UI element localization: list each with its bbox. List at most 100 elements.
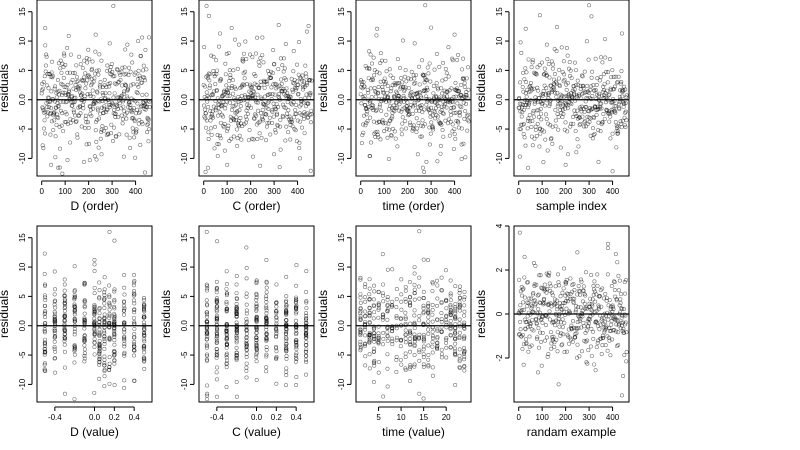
data-point [284,356,289,361]
plot-frame [355,0,472,177]
data-point [443,77,448,82]
x-tick-label: 300 [105,187,119,196]
data-point [426,71,431,76]
data-point [205,310,210,315]
data-point [272,62,277,67]
x-tick-label: 300 [582,413,596,422]
data-point [623,87,628,92]
data-point [283,331,288,336]
data-point [412,364,417,369]
data-point [147,127,152,132]
data-point [564,306,569,311]
data-point [575,250,580,255]
data-point [295,62,300,67]
data-point [581,83,586,88]
data-point [406,109,411,114]
data-point [124,110,129,115]
data-point [203,169,208,174]
x-axis-title: C (value) [232,425,281,439]
data-point [53,356,58,361]
data-point [142,297,147,302]
data-point [518,319,523,324]
data-point [572,108,577,113]
data-point [385,307,390,312]
data-point [259,111,264,116]
data-point [358,300,363,305]
data-point [457,365,462,370]
data-point [592,131,597,136]
data-point [224,83,229,88]
data-point [43,368,48,373]
data-point [129,83,134,88]
data-point [367,66,372,71]
data-point [529,65,534,70]
data-point [584,328,589,333]
data-point [244,117,249,122]
data-point [121,104,126,109]
data-point [585,114,590,119]
data-point [619,292,624,297]
data-point [116,115,121,120]
data-point [278,124,283,129]
data-point [107,367,112,372]
data-point [43,303,48,308]
data-point [429,105,434,110]
data-point [385,303,390,308]
data-point [292,115,297,120]
data-point [359,141,364,146]
data-point [378,137,383,142]
data-point [84,81,89,86]
data-point [444,336,449,341]
x-tick-label: 100 [377,187,391,196]
data-point [444,71,449,76]
data-point [599,304,604,309]
data-point [244,375,249,380]
data-point [50,73,55,78]
data-point [426,363,431,368]
data-point [237,133,242,138]
data-point [595,272,600,277]
data-point [376,306,381,311]
data-point [622,353,627,358]
data-point [92,307,97,312]
data-point [295,79,300,84]
data-point [572,296,577,301]
data-point [59,70,64,75]
data-point [597,106,602,111]
data-point [146,35,151,40]
y-axis-title: residuals [474,64,488,112]
data-point [529,296,534,301]
data-point [72,332,77,337]
data-point [92,331,97,336]
data-point [394,357,399,362]
data-point [257,131,262,136]
data-point [63,62,68,67]
data-point [394,314,399,319]
data-point [264,365,269,370]
data-point [457,109,462,114]
data-point [107,294,112,299]
data-point [89,76,94,81]
data-point [214,347,219,352]
data-point [435,327,440,332]
y-tick-label: 5 [18,294,27,299]
data-point [244,57,249,62]
data-point [53,298,58,303]
data-point [376,301,381,306]
data-point [435,347,440,352]
data-point [234,115,239,120]
data-point [244,354,249,359]
data-point [415,152,420,157]
data-point [457,330,462,335]
data-point [132,117,137,122]
data-point [597,294,602,299]
data-point [269,97,274,102]
data-point [466,87,471,92]
data-point [84,56,89,61]
data-point [232,118,237,123]
data-point [466,119,471,124]
data-point [398,357,403,362]
data-point [620,94,625,99]
data-point [612,280,617,285]
